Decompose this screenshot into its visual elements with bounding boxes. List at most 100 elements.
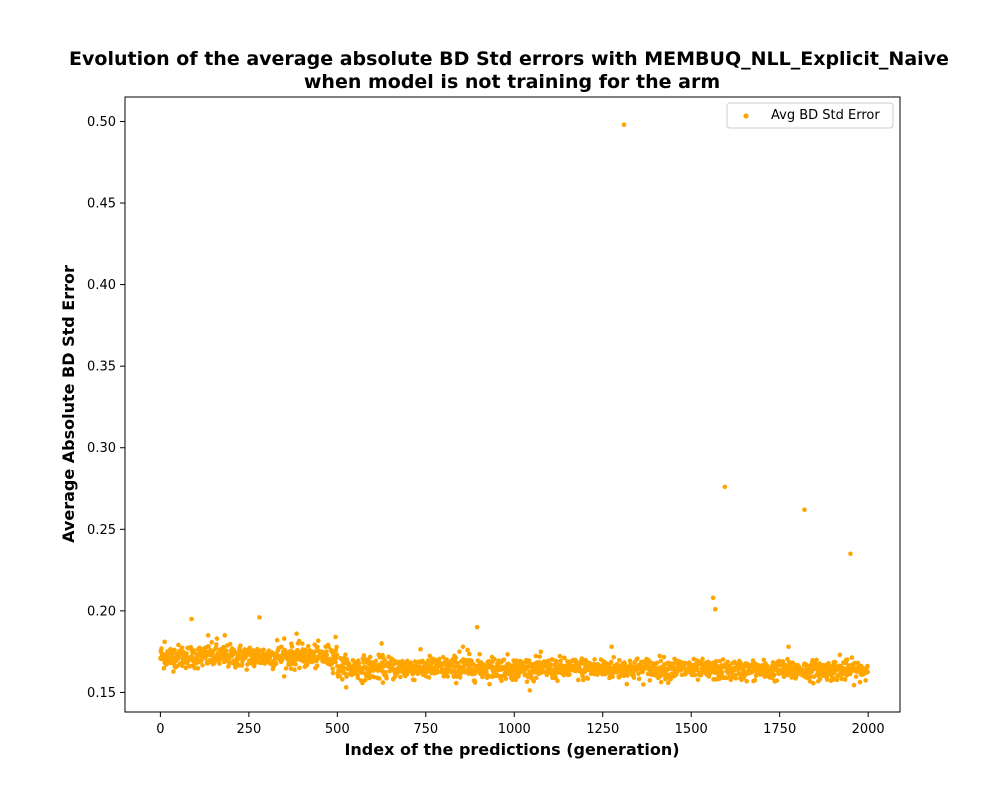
data-point xyxy=(213,645,219,651)
data-point xyxy=(292,667,297,673)
data-point xyxy=(533,653,539,659)
data-point xyxy=(579,656,585,661)
data-point xyxy=(617,657,622,663)
data-point xyxy=(382,658,388,663)
data-point xyxy=(587,661,593,666)
data-point xyxy=(492,656,497,662)
data-point xyxy=(367,654,373,660)
data-point xyxy=(624,681,630,687)
data-point xyxy=(814,657,819,663)
y-tick-label: 0.20 xyxy=(87,604,116,619)
data-point xyxy=(851,682,857,688)
x-tick-label: 2000 xyxy=(852,722,885,737)
data-point xyxy=(426,675,432,680)
data-point xyxy=(206,644,211,649)
data-point xyxy=(288,666,294,671)
data-point xyxy=(524,679,530,685)
data-point xyxy=(457,675,463,680)
data-point xyxy=(777,658,782,664)
data-point-outlier xyxy=(802,507,807,513)
data-point xyxy=(296,638,302,644)
data-point xyxy=(283,666,289,671)
data-point xyxy=(360,680,365,686)
y-tick-label: 0.15 xyxy=(87,686,116,701)
data-point xyxy=(159,646,164,651)
data-point xyxy=(199,658,204,663)
data-point xyxy=(555,678,560,684)
chart-title-line-2: when model is not training for the arm xyxy=(304,71,720,93)
y-tick-label: 0.50 xyxy=(87,115,116,130)
data-point xyxy=(844,657,850,662)
data-point-outlier xyxy=(465,647,470,653)
data-point-outlier xyxy=(457,649,462,654)
data-point xyxy=(289,644,295,649)
data-point xyxy=(553,675,558,680)
data-point xyxy=(790,660,796,666)
data-point xyxy=(418,646,423,652)
data-point-outlier xyxy=(333,634,338,640)
data-point xyxy=(503,676,509,682)
data-point xyxy=(842,677,848,682)
x-tick-label: 250 xyxy=(236,722,261,737)
data-point xyxy=(398,674,403,680)
data-point xyxy=(333,659,338,665)
data-point xyxy=(752,677,758,683)
data-point xyxy=(658,658,664,664)
data-point xyxy=(444,657,449,662)
data-point xyxy=(832,659,838,665)
data-point xyxy=(388,661,394,667)
data-point xyxy=(453,680,459,686)
data-point xyxy=(527,688,533,693)
data-point xyxy=(809,669,815,675)
data-point xyxy=(214,642,219,647)
data-point xyxy=(846,663,851,668)
data-point xyxy=(436,656,442,662)
x-tick-label: 1250 xyxy=(586,722,619,737)
data-point xyxy=(261,647,267,653)
y-tick-label: 0.25 xyxy=(87,523,116,538)
data-points xyxy=(158,122,871,693)
data-point xyxy=(657,653,663,659)
data-point xyxy=(592,657,597,662)
data-point-outlier xyxy=(786,644,791,650)
data-point-outlier xyxy=(379,641,384,646)
data-point xyxy=(412,677,417,683)
data-point xyxy=(817,676,823,682)
data-point xyxy=(377,676,382,681)
data-point xyxy=(576,677,581,683)
data-point xyxy=(408,660,414,666)
data-point xyxy=(654,660,660,666)
data-point-outlier xyxy=(609,644,614,650)
x-tick-label: 0 xyxy=(156,722,164,737)
data-point xyxy=(273,661,279,667)
data-point xyxy=(362,677,368,683)
y-axis: 0.15 0.20 0.25 0.30 0.35 0.40 0.45 0.50 xyxy=(87,115,125,701)
data-point xyxy=(661,654,667,660)
data-point-outlier xyxy=(294,631,299,636)
data-point xyxy=(161,665,167,671)
data-point xyxy=(580,677,586,683)
data-point xyxy=(440,654,446,660)
data-point xyxy=(176,642,181,648)
data-point xyxy=(533,675,539,681)
data-point xyxy=(453,655,459,661)
data-point xyxy=(849,655,855,660)
data-point xyxy=(824,677,830,682)
plot-area-frame xyxy=(124,96,901,713)
data-point xyxy=(467,651,472,657)
data-point xyxy=(171,669,176,674)
data-point-outlier xyxy=(189,616,194,622)
y-tick-label: 0.30 xyxy=(87,441,116,456)
data-point xyxy=(771,673,777,678)
chart-title-line-1: Evolution of the average absolute BD Std… xyxy=(69,48,949,70)
data-point-outlier xyxy=(205,633,211,638)
data-point xyxy=(830,677,836,683)
data-point xyxy=(337,673,343,679)
data-point xyxy=(631,675,637,680)
data-point xyxy=(764,663,770,668)
data-point xyxy=(410,672,416,677)
data-point xyxy=(197,645,202,651)
data-point xyxy=(184,651,189,656)
data-point-outlier xyxy=(222,633,228,638)
data-point xyxy=(326,644,331,649)
